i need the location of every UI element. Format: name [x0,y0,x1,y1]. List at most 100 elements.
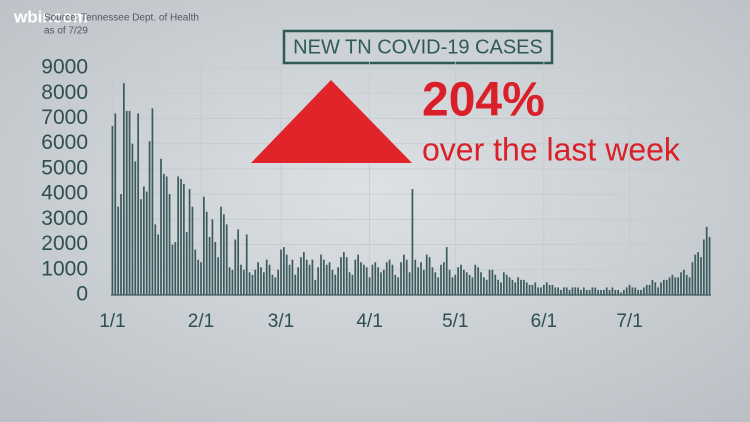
bar [600,289,602,295]
bar [597,289,599,295]
bar [428,257,431,295]
y-tick-label: 3000 [41,207,88,230]
bar [425,254,428,295]
bar [525,282,528,295]
bar [228,267,231,295]
bar [503,272,505,295]
bar [583,287,585,295]
bar [288,264,291,295]
bar [625,287,628,295]
bar [697,252,699,295]
bar [197,259,199,295]
bar [414,259,417,295]
bar [305,259,308,295]
bar [537,287,539,295]
x-tick-label: 3/1 [268,311,294,332]
bar [605,287,608,295]
bar [411,189,414,295]
bar [437,277,439,295]
bar [297,267,299,295]
bar [654,282,657,295]
bar [688,277,691,295]
bar [677,277,679,295]
change-value: 204% [422,74,545,127]
bar [148,141,151,295]
bar [223,214,225,295]
bar [360,262,362,295]
bar [637,289,639,295]
bar [651,279,654,295]
title-box [282,29,554,65]
bar [134,161,137,295]
bar [577,287,579,295]
bar [143,186,145,295]
bar [331,269,334,295]
bar [440,264,442,295]
y-tick-label: 7000 [41,106,88,129]
bar [154,224,157,295]
bar [528,284,531,295]
bar [323,259,325,295]
bar [494,274,497,295]
bar [205,211,208,295]
bar [520,279,522,295]
bar [557,287,559,295]
bar [300,257,302,295]
bar [265,259,268,295]
bar [285,254,288,295]
bar [640,289,642,295]
bar [208,236,211,295]
bar [334,274,337,295]
bar [117,206,119,295]
bar [348,272,351,295]
up-triangle [251,80,412,163]
bar [137,113,139,296]
y-tick-label: 4000 [41,182,88,205]
bar [634,287,637,295]
bar [277,269,279,295]
bar [165,176,168,295]
bar [325,264,328,295]
y-tick-label: 5000 [41,156,88,179]
bar [491,269,494,295]
bar [260,267,262,295]
bar [354,259,357,295]
bar [357,254,359,295]
bar [480,272,482,295]
bar [234,239,237,295]
bar [380,272,382,295]
bar [531,284,534,295]
bar [434,272,437,295]
bar [645,284,648,295]
bar [131,143,134,295]
bar [383,269,385,295]
bar [445,247,448,295]
bar [628,284,631,295]
bar [268,264,271,295]
y-tick-label: 9000 [41,56,88,79]
bar [274,277,277,295]
bar [585,289,588,295]
x-tick-label: 6/1 [531,311,557,332]
bar [245,234,248,295]
bar [217,257,219,295]
bar [683,269,685,295]
bar [571,287,574,295]
bar [151,108,154,295]
y-tick-label: 6000 [41,131,88,154]
bar [457,267,459,295]
bar [351,274,354,295]
bar [603,289,605,295]
bar [328,262,331,295]
bar [157,234,159,295]
x-tick-label: 5/1 [442,311,468,332]
bar [431,267,434,295]
x-tick-label: 2/1 [188,311,214,332]
chart-title: NEW TN COVID-19 CASES [293,36,543,58]
bar [545,282,548,295]
bar [423,269,425,295]
bar [220,206,222,295]
